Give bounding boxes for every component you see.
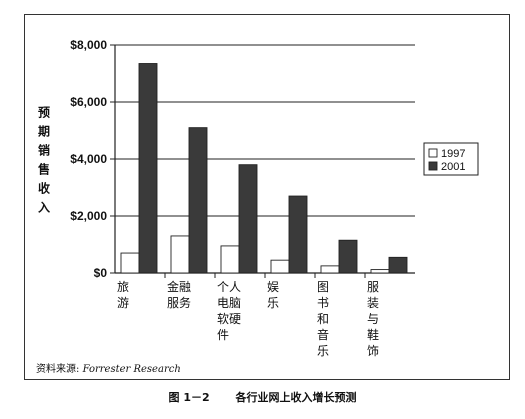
- y-axis-label: 预期销售收入: [38, 106, 50, 215]
- bar-2001: [188, 127, 208, 274]
- source-label: 资料来源:: [36, 364, 80, 375]
- x-tick-label: 个人电脑软硬件: [217, 280, 241, 342]
- bar-2001: [238, 164, 258, 274]
- y-tick-label: $2,000: [70, 209, 107, 223]
- bar-2001: [288, 195, 308, 274]
- bar-2001: [338, 239, 358, 274]
- source-note: 资料来源: Forrester Research: [36, 360, 181, 375]
- y-tick-label: $8,000: [70, 38, 107, 52]
- legend-swatch-1997: [428, 148, 438, 158]
- bar-1997: [170, 235, 190, 274]
- y-tick-label: $0: [94, 266, 108, 280]
- x-tick-label: 娱乐: [267, 280, 279, 310]
- legend-label-2001: 2001: [441, 161, 465, 173]
- bar-2001: [388, 256, 408, 274]
- caption-number: 图 1－2: [168, 391, 210, 404]
- figure-caption: 图 1－2 各行业网上收入增长预测: [0, 389, 525, 405]
- bar-1997: [320, 265, 340, 274]
- source-name: Forrester Research: [82, 364, 181, 375]
- figure-frame: [24, 14, 510, 380]
- legend-label-1997: 1997: [441, 148, 465, 160]
- x-tick-label: 旅游: [117, 280, 129, 310]
- bar-1997: [270, 259, 290, 274]
- x-tick-label: 金融服务: [167, 279, 191, 310]
- bar-1997: [120, 252, 140, 274]
- x-tick-label: 图书和音乐: [317, 280, 329, 358]
- bar-2001: [138, 63, 158, 274]
- y-tick-label: $4,000: [70, 152, 107, 166]
- bar-1997: [370, 269, 390, 274]
- legend-swatch-2001: [428, 161, 438, 171]
- bar-1997: [220, 245, 240, 274]
- x-tick-label: 服装与鞋饰: [367, 280, 379, 358]
- caption-title: 各行业网上收入增长预测: [235, 391, 357, 404]
- y-tick-label: $6,000: [70, 95, 107, 109]
